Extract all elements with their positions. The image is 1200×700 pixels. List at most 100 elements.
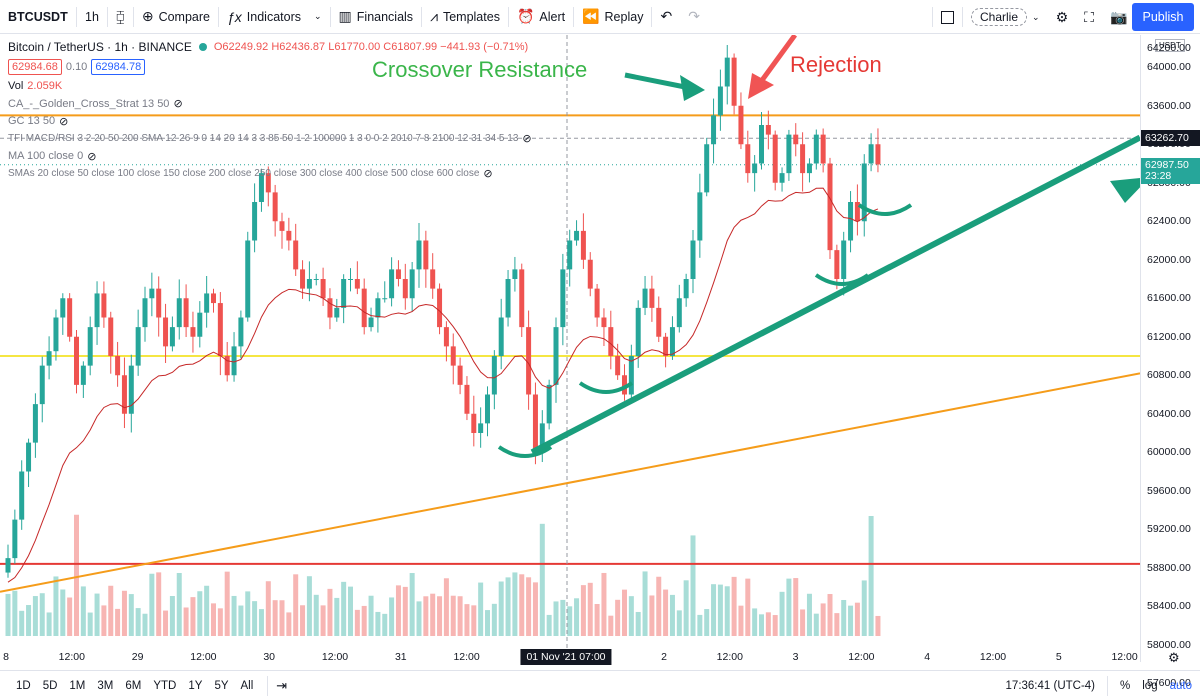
eye-slash-icon[interactable]: ⊘: [59, 115, 69, 128]
auto-toggle[interactable]: auto: [1169, 680, 1192, 692]
settings-button[interactable]: ⚙: [1048, 0, 1077, 34]
divider: [218, 6, 219, 27]
legend-title: Bitcoin / TetherUS · 1h · BINANCE: [8, 39, 192, 54]
candle-body: [135, 327, 141, 366]
volume-bar: [717, 584, 723, 636]
range-button-6m[interactable]: 6M: [125, 679, 142, 692]
volume-bar: [628, 596, 634, 636]
volume-bar: [313, 594, 319, 636]
eye-slash-icon[interactable]: ⊘: [522, 133, 532, 146]
volume-bar: [382, 613, 388, 636]
candle-body: [820, 134, 826, 164]
replay-button[interactable]: ⏪ Replay: [574, 0, 651, 34]
ask-price[interactable]: 62984.78: [91, 58, 146, 75]
volume-bar: [731, 576, 737, 636]
candle-body: [437, 288, 443, 328]
percent-toggle[interactable]: %: [1120, 680, 1131, 692]
range-button-ytd[interactable]: YTD: [153, 679, 177, 692]
legend-indicator-row[interactable]: SMAs 20 close 50 close 100 close 150 clo…: [8, 165, 532, 183]
redo-button[interactable]: ↷: [680, 0, 708, 34]
eye-slash-icon[interactable]: ⊘: [483, 168, 493, 181]
log-toggle[interactable]: log: [1142, 680, 1158, 692]
goto-date-icon[interactable]: ⇥: [276, 677, 288, 693]
undo-button[interactable]: ↶: [652, 0, 680, 34]
range-button-5d[interactable]: 5D: [42, 679, 58, 692]
candle-body: [67, 298, 73, 337]
replay-label: Replay: [604, 9, 644, 24]
candle-body: [142, 298, 148, 328]
layout-button[interactable]: [933, 0, 962, 34]
volume-bar: [800, 609, 806, 636]
fullscreen-button[interactable]: ⛶: [1076, 0, 1102, 34]
volume-bar: [245, 591, 251, 636]
volume-bar: [204, 585, 210, 636]
volume-bar: [94, 593, 100, 636]
user-menu-button[interactable]: Charlie ⌄: [963, 0, 1048, 34]
candle-body: [450, 346, 456, 366]
symbol-label: BTCUSDT: [8, 9, 68, 24]
volume-bar: [608, 615, 614, 636]
last-price-label: 62987.50 23:28: [1141, 157, 1200, 184]
price-tick: 63600.00: [1147, 99, 1191, 112]
volume-bar: [813, 613, 819, 636]
financials-button[interactable]: ▥ Financials: [331, 0, 422, 34]
legend-indicator-row[interactable]: GC 13 50 ⊘: [8, 113, 532, 131]
volume-bar: [217, 608, 223, 636]
candle-body: [272, 192, 278, 222]
clock[interactable]: 17:36:41 (UTC-4): [1005, 680, 1096, 692]
volume-bar: [341, 581, 347, 636]
candle-body: [491, 356, 497, 395]
candle-body: [197, 312, 203, 337]
chart-type-button[interactable]: ⧮: [108, 0, 133, 34]
candle-body: [334, 307, 340, 318]
symbol-search-button[interactable]: BTCUSDT: [0, 0, 76, 34]
currency-badge[interactable]: USDT: [1155, 39, 1185, 52]
candle-body: [587, 259, 593, 289]
candle-body: [772, 134, 778, 183]
volume-bar: [875, 615, 881, 636]
alert-button[interactable]: ⏰ Alert: [509, 0, 573, 34]
interval-button[interactable]: 1h: [77, 0, 107, 34]
snapshot-button[interactable]: 📷: [1102, 0, 1135, 34]
price-chart[interactable]: [0, 35, 1140, 662]
range-button-5y[interactable]: 5Y: [214, 679, 229, 692]
candle-body: [53, 317, 59, 352]
chart-pane[interactable]: [0, 35, 1140, 662]
divider: [106, 6, 108, 27]
volume-bar: [176, 572, 182, 636]
compare-button[interactable]: ⊕ Compare: [134, 0, 218, 34]
gear-icon[interactable]: ⚙: [1168, 650, 1180, 665]
candle-body: [717, 86, 723, 116]
range-button-1y[interactable]: 1Y: [188, 679, 203, 692]
legend-volume-row: Vol 2.059K: [8, 78, 532, 96]
range-button-1m[interactable]: 1M: [69, 679, 86, 692]
range-button-all[interactable]: All: [240, 679, 254, 692]
templates-button[interactable]: ⩘ Templates: [422, 0, 508, 34]
legend-indicator-row[interactable]: MA 100 close 0 ⊘: [8, 148, 532, 166]
candle-body: [121, 375, 127, 414]
volume-bar: [293, 574, 299, 636]
eye-slash-icon[interactable]: ⊘: [87, 150, 97, 163]
time-tick: 12:00: [979, 651, 1007, 663]
divider: [1107, 676, 1109, 696]
candle-body: [608, 327, 614, 356]
time-axis[interactable]: 812:002912:003012:003112:00N12:00212:003…: [0, 647, 1140, 667]
volume-bar: [539, 523, 545, 636]
volume-bar: [231, 595, 237, 636]
range-button-1d[interactable]: 1D: [16, 679, 31, 692]
price-axis[interactable]: USDT 64200.0064000.0063600.0063200.00628…: [1140, 35, 1200, 689]
indicators-button[interactable]: ƒx Indicators ⌄: [219, 0, 330, 34]
candle-body: [286, 230, 292, 241]
volume-bar: [478, 582, 484, 636]
volume-bar: [128, 594, 134, 636]
range-button-3m[interactable]: 3M: [97, 679, 114, 692]
price-tick: 60000.00: [1147, 446, 1191, 459]
time-tick: 12:00: [453, 651, 480, 663]
candle-body: [183, 298, 189, 328]
publish-button[interactable]: Publish: [1132, 3, 1194, 31]
legend-indicator-row[interactable]: CA_-_Golden_Cross_Strat 13 50 ⊘: [8, 95, 532, 113]
bid-price[interactable]: 62984.68: [8, 58, 62, 75]
indicator-label: CA_-_Golden_Cross_Strat 13 50: [8, 97, 170, 110]
legend-indicator-row[interactable]: TFI MACD/RSI 3 2 20 50 200 SMA 12 26 9 0…: [8, 130, 532, 148]
eye-slash-icon[interactable]: ⊘: [173, 98, 183, 111]
